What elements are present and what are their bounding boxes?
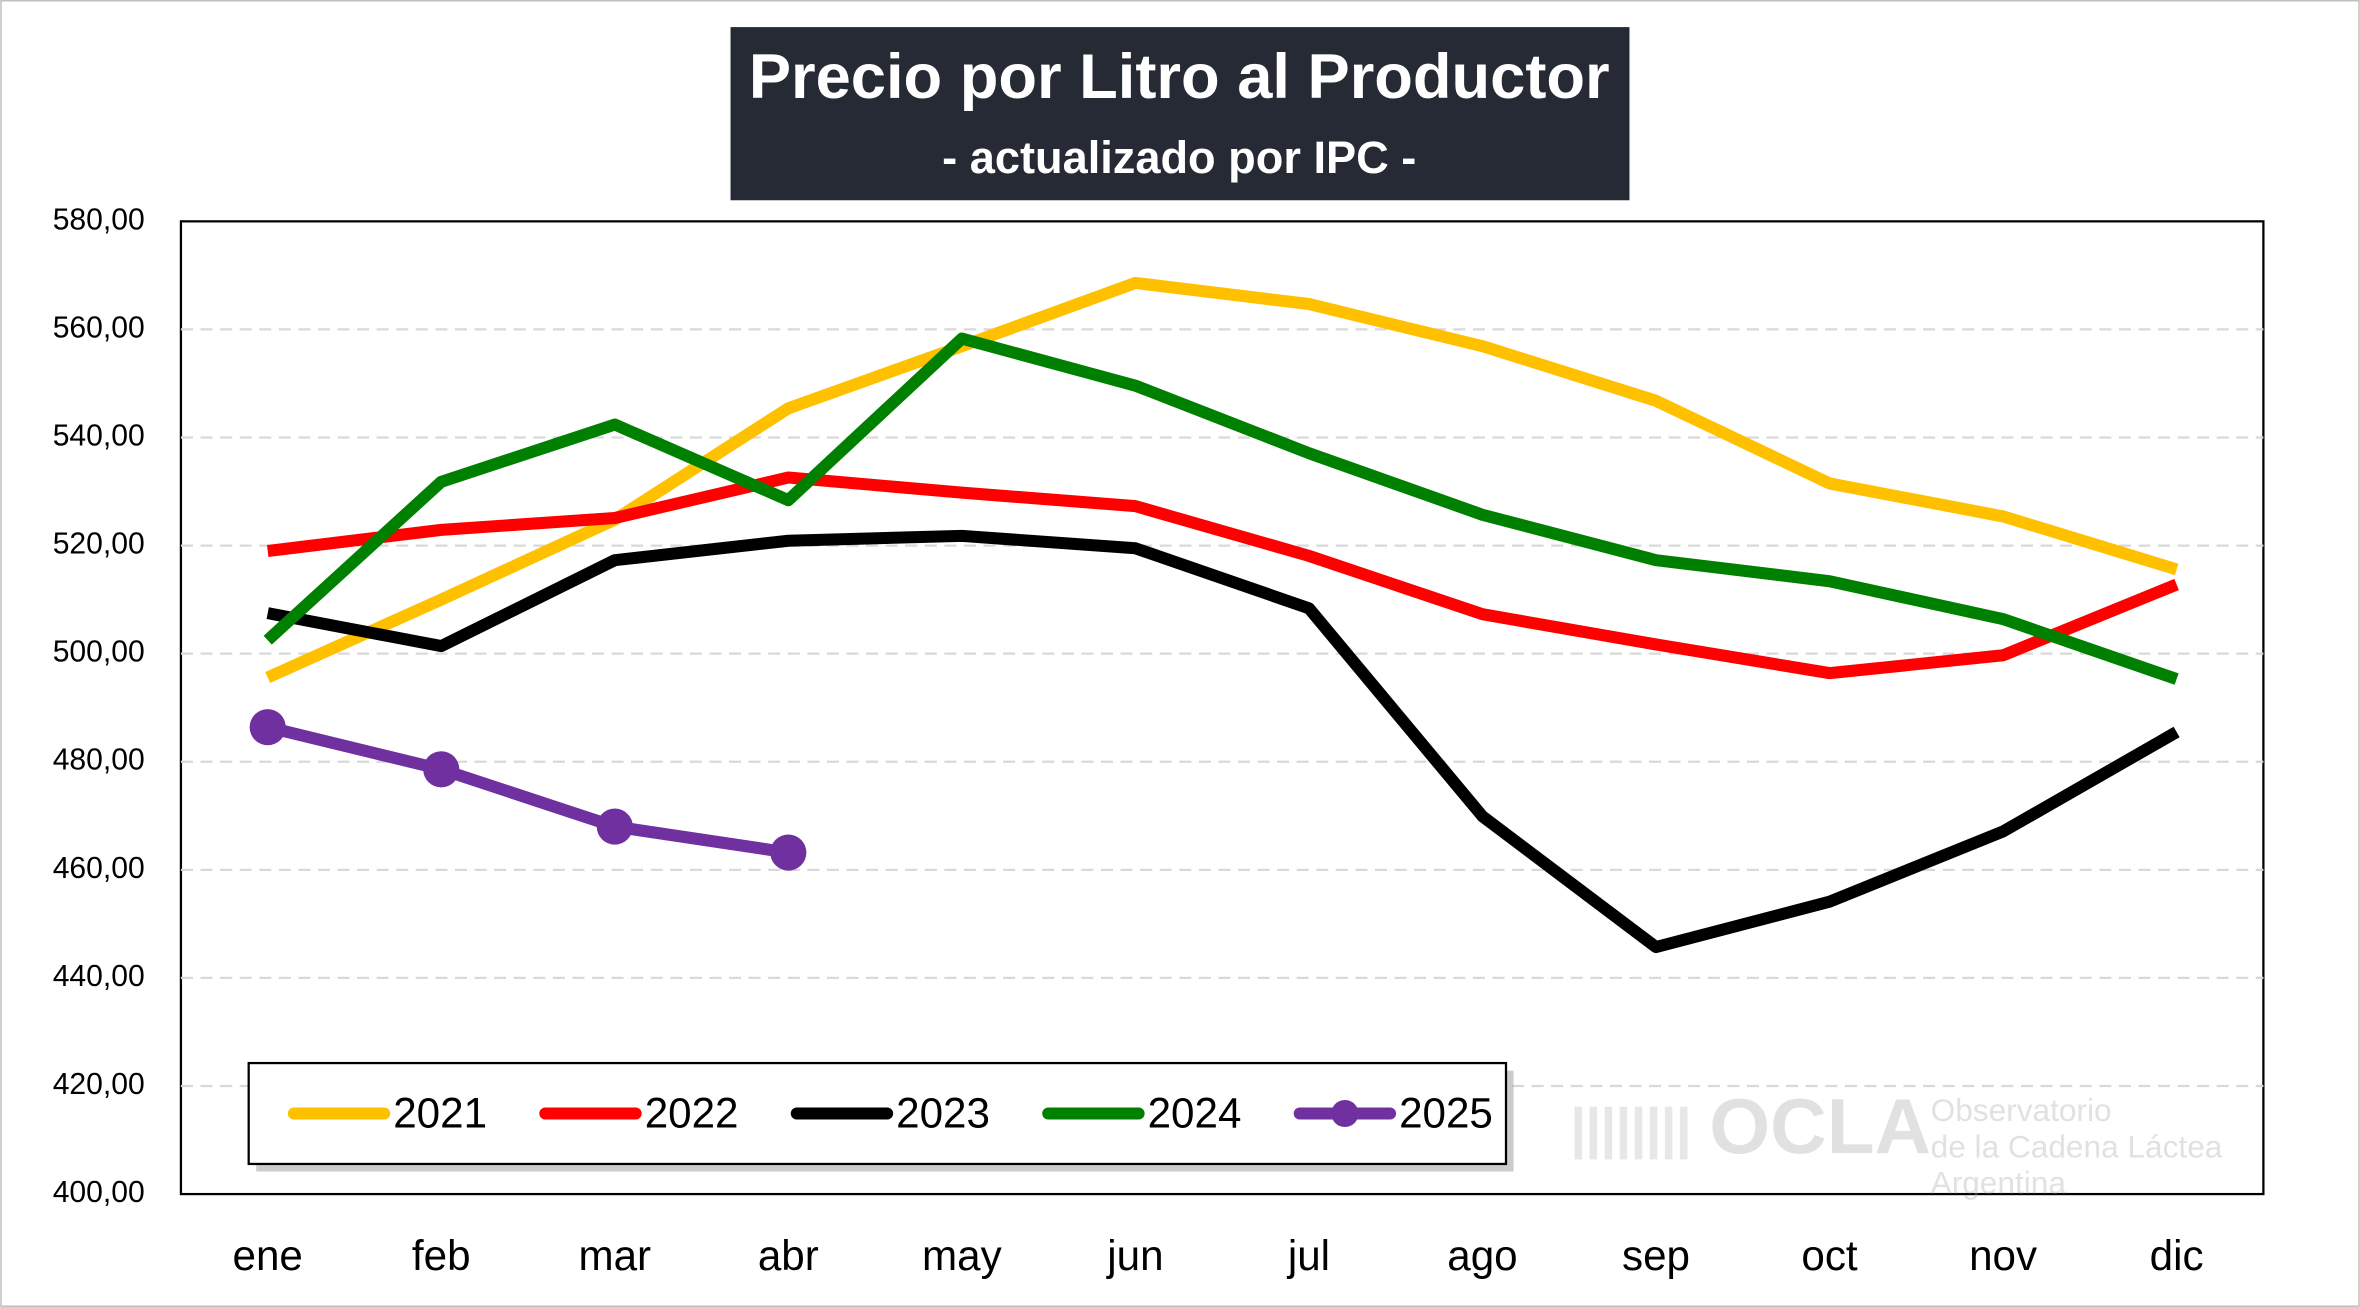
y-tick-label: 460,00	[53, 852, 145, 885]
x-tick-label: ene	[233, 1232, 303, 1279]
plot-area	[179, 220, 2265, 1196]
series-line	[266, 471, 2179, 680]
x-tick-label: ago	[1447, 1232, 1517, 1279]
x-tick-label: mar	[578, 1232, 651, 1279]
y-tick-label: 480,00	[53, 744, 145, 777]
title-box	[730, 27, 1630, 201]
chart-title: Precio por Litro al Productor	[749, 42, 1610, 112]
y-tick-label: 500,00	[53, 636, 145, 669]
x-tick-label: dic	[2150, 1232, 2204, 1279]
series-marker	[770, 834, 807, 871]
legend-marker	[1331, 1099, 1359, 1128]
x-tick-label: feb	[412, 1232, 471, 1279]
logo-line: de la Cadena Láctea	[1931, 1128, 2223, 1164]
x-tick-label: oct	[1801, 1232, 1858, 1279]
y-tick-label: 400,00	[53, 1176, 145, 1209]
chart-subtitle: - actualizado por IPC -	[942, 132, 1416, 183]
x-tick-label: sep	[1622, 1232, 1690, 1279]
logo-line: Observatorio	[1931, 1092, 2112, 1128]
x-tick-label: may	[922, 1232, 1002, 1279]
series-line	[263, 332, 2179, 685]
y-tick-label: 580,00	[53, 203, 145, 236]
y-tick-label: 540,00	[53, 419, 145, 452]
legend-label: 2024	[1148, 1090, 1242, 1137]
y-tick-label: 560,00	[53, 311, 145, 344]
x-tick-label: jun	[1105, 1232, 1163, 1279]
y-tick-label: 440,00	[53, 960, 145, 993]
logo-text: OCLA	[1709, 1082, 1931, 1170]
x-tick-label: abr	[758, 1232, 819, 1279]
logo-line: Argentina	[1931, 1164, 2067, 1200]
watermark: OCLA Observatorio de la Cadena Láctea Ar…	[1574, 1082, 2223, 1200]
series-marker	[596, 808, 633, 845]
legend-label: 2022	[645, 1090, 739, 1137]
y-tick-label: 420,00	[53, 1068, 145, 1101]
x-tick-label: nov	[1969, 1232, 2037, 1279]
series-line	[266, 721, 790, 859]
x-tick-label: jul	[1286, 1232, 1330, 1279]
legend-label: 2021	[393, 1090, 487, 1137]
legend-label: 2023	[896, 1090, 990, 1137]
logo-icon	[1574, 1106, 1688, 1160]
y-tick-label: 520,00	[53, 528, 145, 561]
series-marker	[249, 709, 286, 746]
series-line	[266, 529, 2180, 954]
series-marker	[423, 751, 460, 788]
legend-label: 2025	[1399, 1090, 1493, 1137]
series-line	[265, 276, 2179, 683]
